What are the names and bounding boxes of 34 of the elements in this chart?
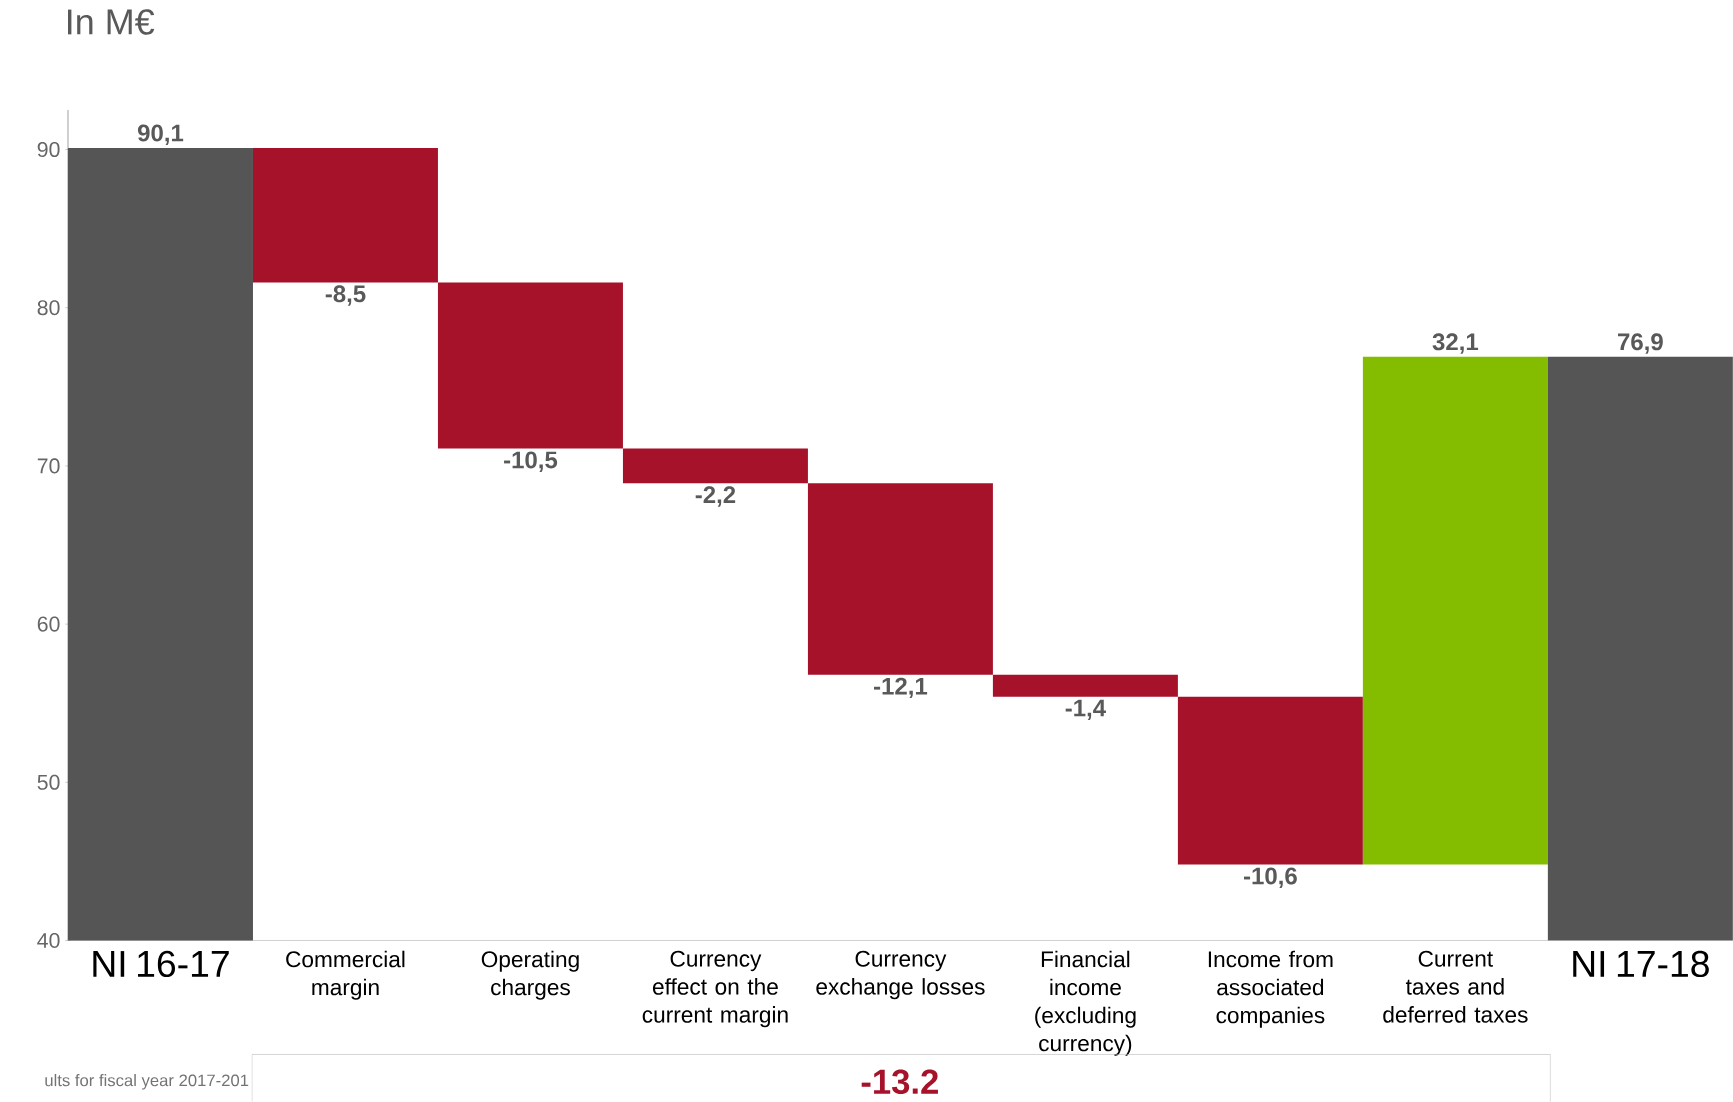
- x-tick-label: Operating charges: [481, 950, 579, 1000]
- bar: [992, 674, 1178, 697]
- data-label: -10,6: [1243, 867, 1297, 889]
- bar: [252, 148, 438, 283]
- x-tick-label: Financial income (excluding currency): [1035, 950, 1136, 1056]
- data-label: 90,1: [137, 124, 184, 146]
- data-label: -8,5: [325, 285, 366, 306]
- y-tick-label: 80: [37, 300, 60, 316]
- data-label: -10,5: [504, 451, 558, 473]
- y-tick-label: 40: [37, 933, 60, 949]
- bar: [622, 448, 808, 484]
- y-tick-label: 60: [37, 616, 60, 632]
- x-tick-label: Current taxes and deferred taxes: [1383, 950, 1528, 1023]
- text: ults for fiscal year 2017-201: [45, 1074, 249, 1090]
- x-tick-label: NI 17-18: [1573, 950, 1709, 978]
- text: -13.2: [861, 1069, 938, 1095]
- x-tick-label: Commercial margin: [286, 950, 405, 1000]
- x-tick-label: Currency effect on the current margin: [642, 950, 788, 1028]
- y-tick-label: 50: [37, 774, 60, 790]
- data-label: -1,4: [1065, 699, 1106, 721]
- bar: [437, 282, 623, 449]
- data-label: 76,9: [1618, 333, 1663, 354]
- x-tick-label: Currency exchange losses: [816, 950, 985, 1000]
- data-label: -12,1: [874, 677, 928, 699]
- y-tick-label: 90: [37, 142, 60, 158]
- bar: [1362, 356, 1548, 865]
- bar: [807, 483, 993, 675]
- y-tick-label: 70: [37, 458, 60, 474]
- chart-title: In M€: [68, 9, 155, 35]
- data-label: -2,2: [695, 486, 736, 507]
- x-tick-label: NI 16-17: [93, 950, 229, 978]
- x-tick-label: Income from associated companies: [1208, 950, 1333, 1028]
- bar: [1177, 696, 1363, 865]
- data-label: 32,1: [1432, 333, 1479, 354]
